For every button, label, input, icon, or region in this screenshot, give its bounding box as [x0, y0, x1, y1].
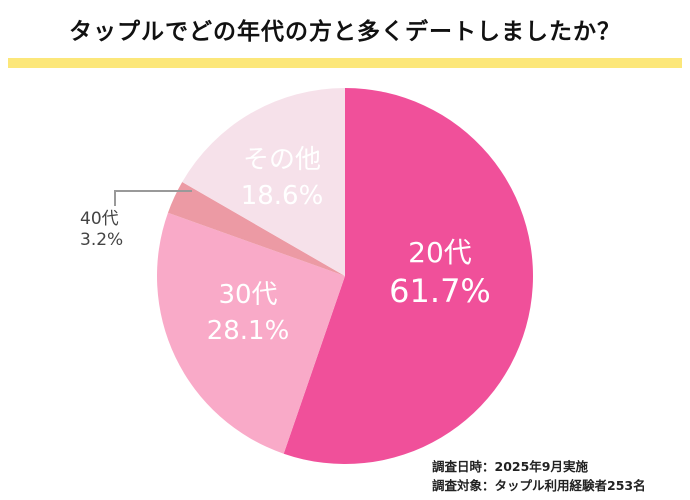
slice-label-1: 30代	[218, 280, 277, 310]
slice-value-3: 18.6%	[241, 181, 324, 211]
chart-title: タップルでどの年代の方と多くデートしましたか？	[69, 19, 621, 45]
pie-slice-1	[156, 212, 345, 454]
pie-slice-0	[283, 88, 533, 464]
slice-value-2: 3.2%	[80, 230, 123, 250]
slice-value-1: 28.1%	[207, 316, 290, 346]
pie-slice-2	[167, 182, 345, 276]
slice-label-2: 40代	[80, 209, 119, 229]
slice-value-0: 61.7%	[389, 272, 491, 310]
survey-target: 調査対象：タップル利用経験者253名	[432, 478, 646, 493]
slice-label-0: 20代	[408, 236, 472, 269]
leader-line-40s	[114, 190, 192, 206]
survey-date: 調査日時：2025年9月実施	[432, 459, 588, 474]
title-underline	[8, 58, 682, 68]
slice-label-3: その他	[243, 145, 321, 175]
pie-slice-3	[182, 87, 345, 276]
